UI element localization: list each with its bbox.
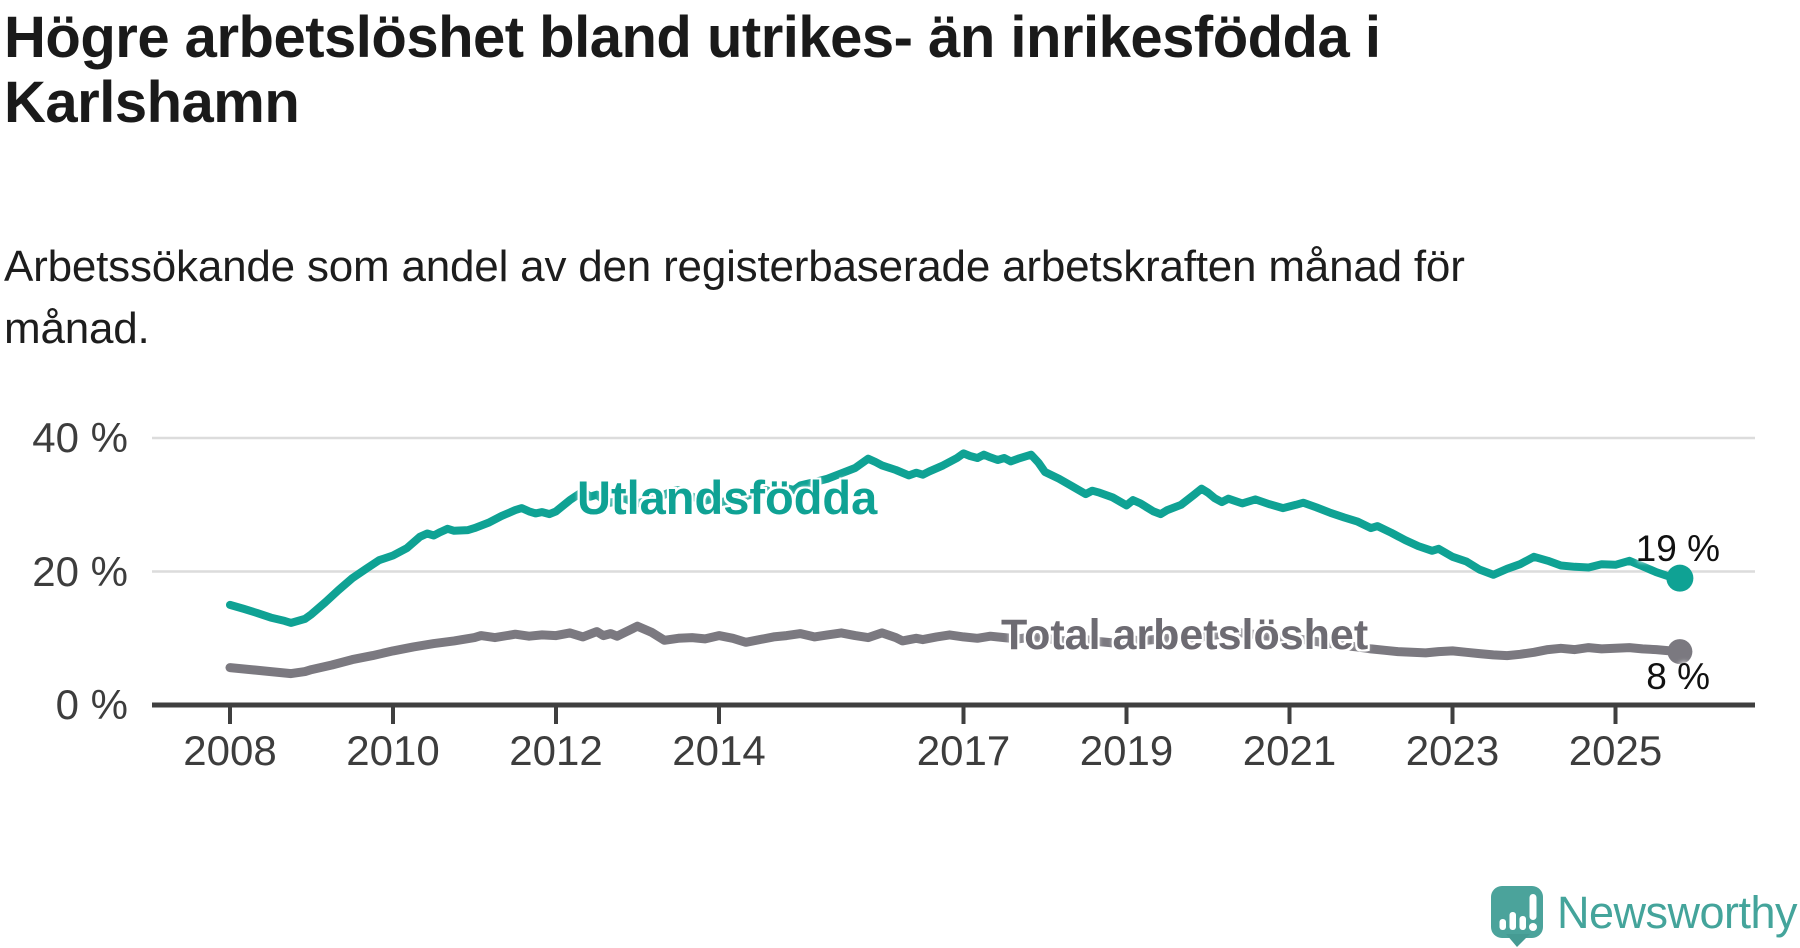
- x-axis: [152, 702, 1755, 724]
- x-tick-label: 2017: [916, 727, 1011, 774]
- end-point-dots: [1666, 564, 1694, 665]
- series-label-total-arbetsloshet: Total arbetslöshet: [1001, 611, 1369, 659]
- x-tick-label: 2014: [672, 727, 766, 774]
- end-value-label-utlandsfodda: 19 %: [1635, 528, 1720, 569]
- x-tick-label: 2010: [346, 727, 440, 774]
- newsworthy-logo-icon: [1491, 886, 1543, 947]
- title-line-1: Högre arbetslöshet bland utrikes- än inr…: [4, 5, 1381, 70]
- chart-subtitle: Arbetssökande som andel av den registerb…: [4, 236, 1504, 359]
- title-line-2: Karlshamn: [4, 69, 300, 135]
- end-dot-total: [1667, 639, 1693, 665]
- end-value-label-total: 8 %: [1646, 656, 1710, 697]
- y-tick-label: 0 %: [55, 681, 128, 728]
- series-line-utlandsfodda: [226, 449, 1684, 627]
- series-line-total: [225, 621, 1685, 679]
- x-tick-label: 2012: [509, 727, 603, 774]
- x-tick-label: 2023: [1405, 727, 1500, 774]
- newsworthy-logo: Newsworthy: [1489, 884, 1798, 948]
- x-tick-label: 2021: [1242, 727, 1337, 774]
- subtitle-line-2: månad.: [4, 303, 150, 353]
- y-tick-label: 40 %: [32, 414, 128, 461]
- brand-name: Newsworthy: [1557, 887, 1798, 938]
- x-tick-label: 2025: [1568, 727, 1663, 774]
- y-tick-label: 20 %: [32, 547, 128, 595]
- data-series: [225, 449, 1685, 679]
- x-tick-label: 2008: [183, 727, 277, 774]
- end-dot-utlandsfodda: [1666, 564, 1694, 592]
- page-title: Högre arbetslöshet bland utrikes- än inr…: [4, 5, 1564, 136]
- series-label-utlandsfodda: Utlandsfödda: [577, 471, 878, 524]
- subtitle-line-1: Arbetssökande som andel av den registerb…: [4, 242, 1465, 291]
- x-tick-label: 2019: [1079, 727, 1174, 774]
